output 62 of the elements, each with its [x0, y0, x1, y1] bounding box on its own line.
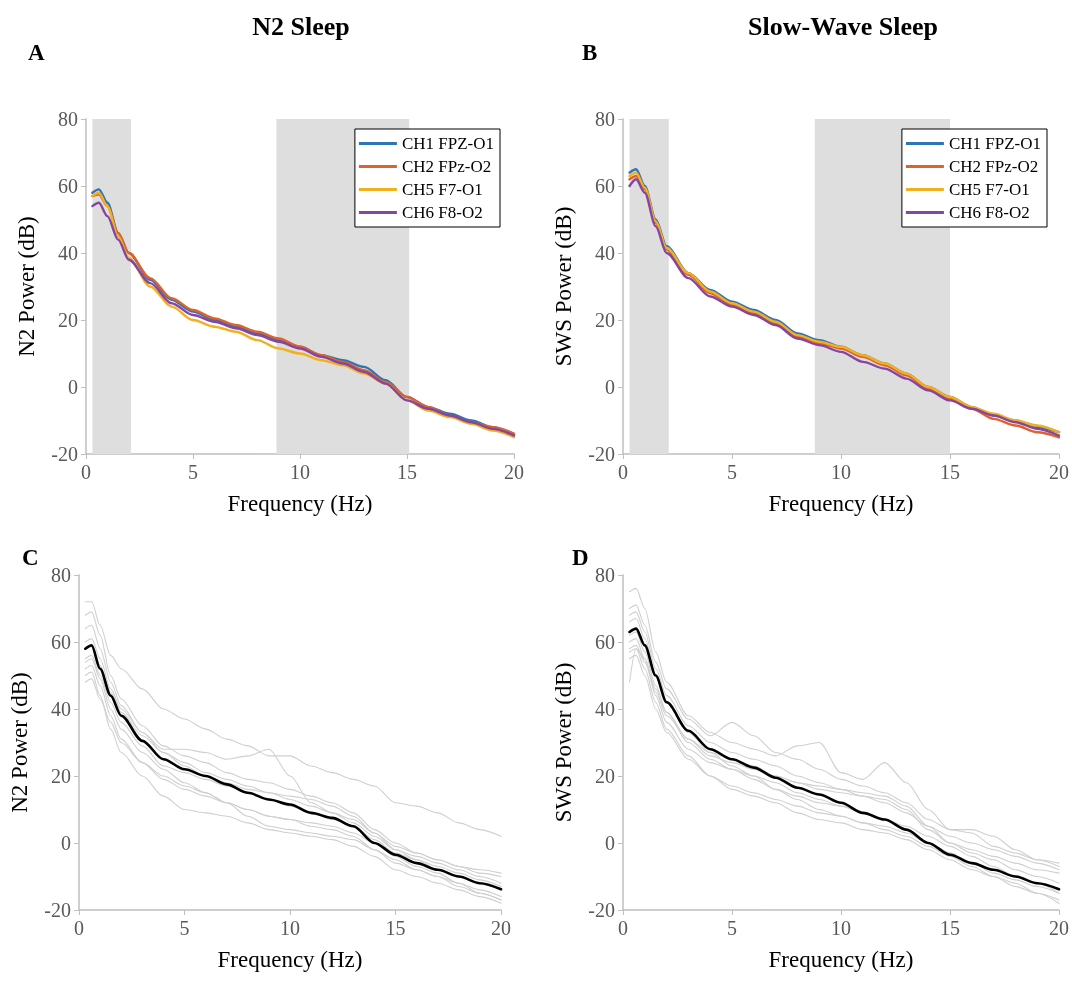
y-tick-label: 60	[595, 631, 615, 653]
y-tick-label: 20	[58, 309, 78, 331]
y-axis-title: SWS Power (dB)	[551, 662, 576, 823]
x-tick-label: 20	[1049, 917, 1069, 939]
y-tick-label: 60	[595, 175, 615, 197]
y-axis-title: SWS Power (dB)	[551, 206, 576, 367]
legend-label: CH2 FPz-O2	[948, 157, 1039, 176]
legend-label: CH2 FPz-O2	[401, 157, 492, 176]
y-tick-label: 80	[51, 564, 71, 586]
x-axis-title: Frequency (Hz)	[768, 947, 914, 972]
y-tick-label: 80	[58, 108, 78, 130]
x-tick-label: 15	[940, 461, 960, 483]
x-tick-label: 5	[188, 461, 198, 483]
x-tick-label: 5	[727, 917, 737, 939]
legend-label: CH1 FPZ-O1	[401, 134, 495, 153]
x-tick-label: 20	[1049, 461, 1069, 483]
y-tick-label: 20	[595, 309, 615, 331]
text: B	[582, 40, 598, 65]
x-tick-label: 10	[290, 461, 310, 483]
chart-title: Slow-Wave Sleep	[748, 11, 938, 41]
y-tick-label: 60	[58, 175, 78, 197]
y-tick-label: 20	[595, 765, 615, 787]
x-tick-label: 20	[491, 917, 511, 939]
x-axis-title: Frequency (Hz)	[768, 491, 914, 516]
x-axis-title: Frequency (Hz)	[217, 947, 363, 972]
x-tick-label: 20	[504, 461, 524, 483]
x-tick-label: 15	[940, 917, 960, 939]
y-tick-label: 20	[51, 765, 71, 787]
x-tick-label: 10	[280, 917, 300, 939]
y-tick-label: 40	[58, 242, 78, 264]
y-tick-label: 0	[61, 832, 71, 854]
y-axis-title: N2 Power (dB)	[7, 672, 32, 813]
y-tick-label: -20	[588, 899, 615, 921]
y-tick-label: 60	[51, 631, 71, 653]
x-tick-label: 15	[385, 917, 406, 939]
x-tick-label: 10	[831, 461, 851, 483]
chart-title: N2 Sleep	[252, 11, 350, 41]
x-tick-label: 5	[727, 461, 737, 483]
legend-label: CH6 F8-O2	[401, 203, 483, 222]
y-tick-label: 40	[595, 242, 615, 264]
y-tick-label: 0	[605, 832, 615, 854]
x-tick-label: 15	[397, 461, 417, 483]
legend-label: CH5 F7-O1	[401, 180, 483, 199]
y-tick-label: 80	[595, 108, 615, 130]
text: A	[28, 40, 45, 65]
y-tick-label: 40	[595, 698, 615, 720]
y-tick-label: -20	[44, 899, 71, 921]
y-tick-label: 0	[68, 376, 78, 398]
y-tick-label: 0	[605, 376, 615, 398]
legend-label: CH1 FPZ-O1	[948, 134, 1042, 153]
legend-label: CH5 F7-O1	[948, 180, 1030, 199]
x-tick-label: 5	[179, 917, 190, 939]
x-axis-title: Frequency (Hz)	[227, 491, 373, 516]
y-tick-label: -20	[51, 443, 78, 465]
y-tick-label: 40	[51, 698, 71, 720]
y-tick-label: -20	[588, 443, 615, 465]
y-tick-label: 80	[595, 564, 615, 586]
x-tick-label: 10	[831, 917, 851, 939]
legend-label: CH6 F8-O2	[948, 203, 1030, 222]
text: C	[22, 545, 39, 570]
text: D	[572, 545, 589, 570]
y-axis-title: N2 Power (dB)	[14, 216, 39, 357]
